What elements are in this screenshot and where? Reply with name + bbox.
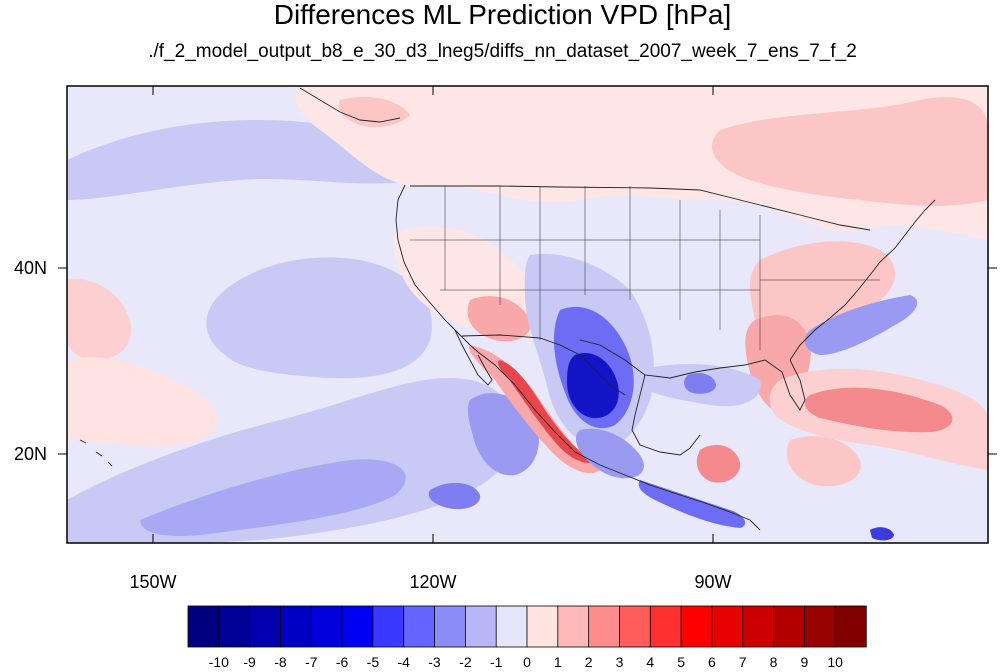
colorbar-tick-label: -7 (305, 654, 318, 670)
positive-region-canada-core (711, 97, 988, 206)
colorbar-tick-label: 0 (523, 654, 531, 670)
negative-region-deep-pacific (428, 482, 481, 510)
axis-ticks (58, 86, 997, 543)
lat-label-40n: 40N (14, 258, 48, 278)
negative-region-gulf-core (684, 373, 716, 394)
colorbar-swatch (341, 605, 374, 648)
colorbar-swatch (464, 605, 497, 648)
coastline-west (395, 184, 479, 353)
state-lines (410, 186, 880, 350)
negative-region-texas-core (567, 353, 619, 419)
lon-label-90w: 90W (694, 572, 732, 592)
negative-region-mexico-central (575, 428, 644, 479)
colorbar-swatch (588, 605, 621, 648)
positive-region-west-pacific (67, 279, 131, 360)
colorbar-swatch (619, 605, 651, 648)
colorbar-swatch (372, 605, 405, 648)
border-us-canada (410, 185, 871, 231)
plot-subtitle: ./f_2_model_output_b8_e_30_d3_lneg5/diff… (148, 41, 857, 62)
positive-region-caribbean-2 (786, 436, 861, 487)
colorbar-tick-label: -3 (428, 654, 441, 670)
vpd-difference-field (67, 86, 988, 543)
colorbar-swatch (649, 605, 682, 648)
colorbar-tick-label: -4 (397, 654, 410, 670)
coastline-alaska (299, 87, 401, 123)
colorbar-swatch (187, 605, 220, 648)
coastline-hawaii (79, 439, 113, 467)
colorbar-swatch (526, 605, 559, 648)
coastlines-and-borders (79, 87, 936, 531)
colorbar-swatch (403, 605, 436, 648)
colorbar-swatch (773, 605, 806, 648)
colorbar-swatch (680, 605, 713, 648)
colorbar-tick-label: 7 (738, 654, 747, 670)
colorbar-tick-label: 10 (827, 654, 843, 670)
colorbar-tick-label: -5 (366, 654, 380, 670)
colorbar-swatch (310, 605, 343, 648)
coastline-mexico-pacific (477, 351, 761, 531)
colorbar-tick-label: 6 (707, 654, 716, 670)
colorbar-swatch (495, 605, 528, 648)
colorbar-tick-label: 1 (553, 654, 562, 670)
coastline-gulf (579, 339, 806, 411)
colorbar-tick-label: -10 (208, 654, 229, 670)
negative-region-caribbean-south (870, 527, 894, 541)
lat-label-20n: 20N (14, 444, 48, 464)
colorbar-tick-label: 4 (646, 654, 655, 670)
colorbar-swatch (711, 605, 744, 648)
colorbar-swatch (557, 605, 590, 648)
colorbar-swatch (218, 605, 251, 648)
lon-label-150w: 150W (129, 572, 177, 592)
plot-title: Differences ML Prediction VPD [hPa] (273, 0, 732, 30)
coastline-gulf-mexico (631, 374, 701, 456)
positive-region-caribbean (696, 444, 741, 483)
colorbar-tick-label: -9 (243, 654, 256, 670)
colorbar-swatch (434, 605, 467, 648)
positive-region-west-pacific-2 (67, 357, 218, 447)
colorbar-tick-label: -2 (459, 654, 472, 670)
colorbar-tick-label: -8 (274, 654, 287, 670)
lon-label-120w: 120W (409, 572, 457, 592)
negative-region-south-pacific-core (140, 459, 406, 537)
colorbar-tick-label: 3 (615, 654, 624, 670)
colorbar-swatch (249, 605, 282, 648)
negative-region-south-pacific (67, 378, 517, 543)
colorbar-swatch (834, 605, 867, 648)
map-frame (66, 85, 989, 544)
negative-region-atlantic-offshore (804, 295, 918, 355)
colorbar-swatch (803, 605, 836, 648)
negative-region-central-america (638, 480, 746, 528)
coastline-baja (454, 329, 493, 386)
coastline-east (789, 199, 936, 361)
colorbar-tick-label: 9 (800, 654, 809, 670)
colorbar-tick-label: 5 (677, 654, 685, 670)
colorbar-tick-label: -6 (335, 654, 349, 670)
colorbar-tick-label: 2 (584, 654, 593, 670)
positive-region-atlantic-core (804, 387, 953, 433)
colorbar-swatch (742, 605, 775, 648)
colorbar (187, 605, 867, 648)
colorbar-tick-label: 8 (769, 654, 778, 670)
colorbar-tick-label: -1 (489, 654, 503, 670)
border-us-mexico (461, 334, 626, 396)
colorbar-swatch (280, 605, 312, 648)
negative-region-central-pacific (206, 257, 432, 379)
positive-region-mexico-west-coast-core (497, 360, 595, 464)
positive-region-us-southwest-core (467, 296, 531, 342)
